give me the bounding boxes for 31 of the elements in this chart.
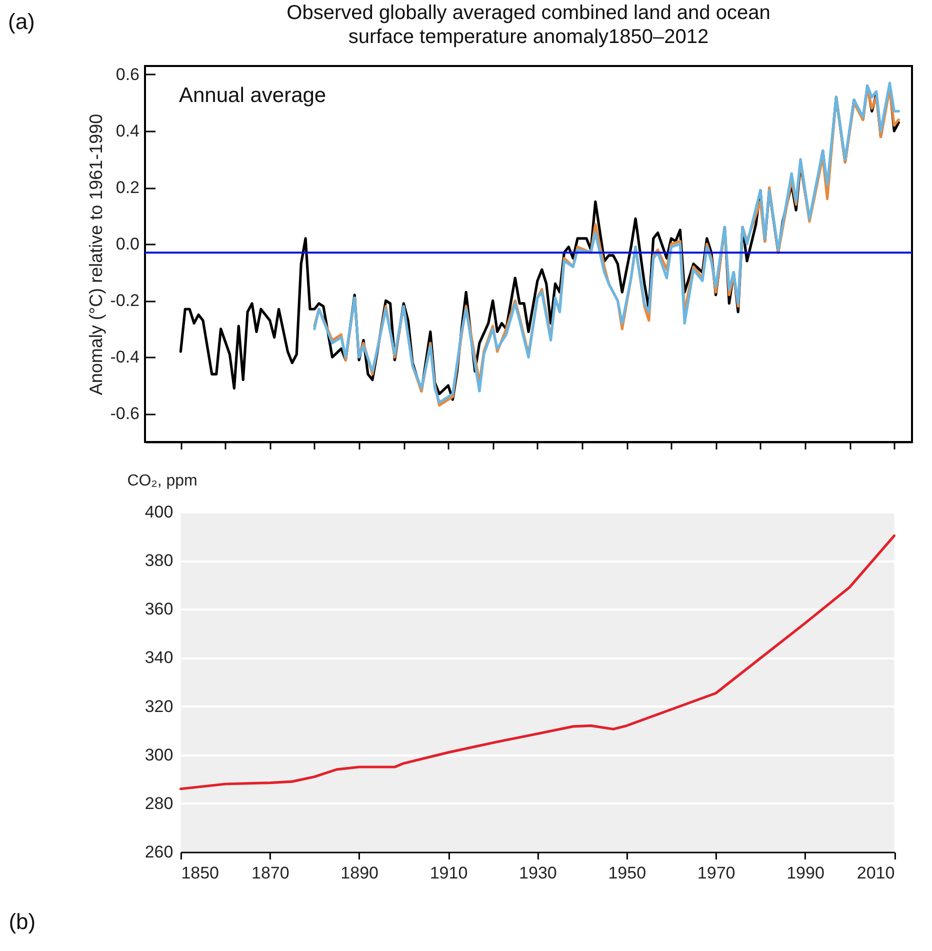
y-tick-label: -0.6 (110, 404, 140, 424)
text: (a) (8, 9, 35, 34)
x-tick-label: 1930 (519, 864, 557, 882)
y-tick-label: 280 (144, 794, 174, 813)
x-tick-label: 1850 (181, 864, 219, 882)
x-tick-label: 1990 (786, 864, 824, 882)
y-axis-title: CO₂, ppm (127, 472, 198, 490)
y-tick-label: -0.4 (110, 348, 140, 367)
y-tick-label: 0.0 (116, 234, 140, 254)
line-series (179, 534, 896, 790)
y-tick-label: 400 (144, 502, 174, 522)
x-tick-label: 1950 (608, 864, 646, 882)
y-tick-label: 0.4 (116, 122, 140, 141)
y-tick-label: 340 (144, 648, 174, 668)
x-tick-label: 1890 (340, 864, 378, 882)
y-tick-label: 320 (144, 696, 174, 716)
y-axis-title: Anomaly (°C) relative to 1961-1990 (86, 114, 106, 396)
y-tick-label: 300 (144, 745, 174, 764)
y-tick-label: -0.2 (110, 291, 140, 310)
x-tick-label: 2010 (856, 864, 895, 882)
chart-title: Observed globally averaged combined land and ocean surface temperature anomaly1850–2012 (286, 2, 770, 48)
y-tick-label: 0.6 (116, 64, 140, 84)
y-tick-label: 0.2 (116, 178, 140, 198)
text: (b) (8, 908, 36, 934)
x-tick-label: 1970 (697, 864, 736, 882)
y-tick-label: 380 (144, 551, 174, 570)
y-tick-label: 260 (144, 842, 174, 862)
x-tick-label: 1910 (430, 864, 468, 882)
x-tick-label: 1870 (251, 864, 290, 882)
y-tick-label: 360 (144, 600, 174, 619)
annotation: Annual average (179, 84, 326, 107)
